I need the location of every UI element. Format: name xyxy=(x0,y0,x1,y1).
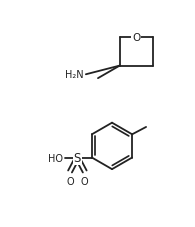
Text: O: O xyxy=(66,176,74,186)
Text: HO: HO xyxy=(48,153,63,163)
Text: O: O xyxy=(81,176,89,186)
Text: O: O xyxy=(132,32,140,42)
Text: S: S xyxy=(74,151,81,164)
Text: H₂N: H₂N xyxy=(65,70,84,80)
